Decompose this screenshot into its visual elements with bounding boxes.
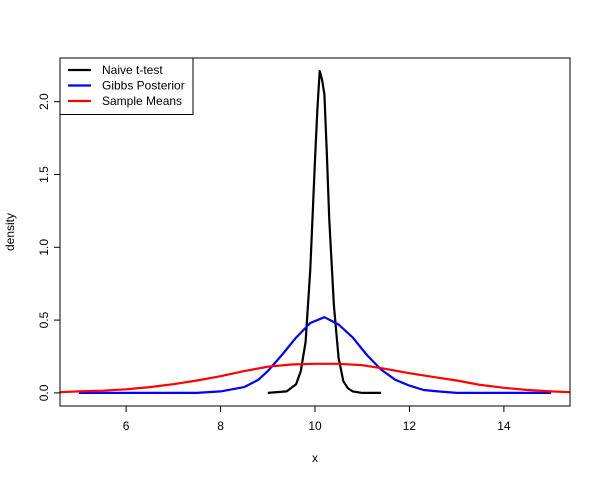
x-tick-label: 14 <box>497 419 511 433</box>
series-line-1 <box>78 316 552 394</box>
x-tick-label: 12 <box>403 419 417 433</box>
x-axis-label: x <box>312 451 318 465</box>
series-line-0 <box>267 69 382 394</box>
y-tick-label: 1.5 <box>37 166 51 183</box>
y-tick-label: 1.0 <box>37 239 51 256</box>
y-tick-label: 0.5 <box>37 311 51 328</box>
legend-label: Gibbs Posterior <box>102 79 185 93</box>
x-tick-label: 8 <box>217 419 224 433</box>
plot-area <box>60 69 570 394</box>
series-line-2 <box>60 362 570 394</box>
legend-label: Sample Means <box>102 94 182 108</box>
y-tick-label: 2.0 <box>37 93 51 110</box>
x-tick-label: 6 <box>123 419 130 433</box>
y-tick-label: 0.0 <box>37 384 51 401</box>
x-tick-label: 10 <box>308 419 322 433</box>
legend-label: Naive t-test <box>102 63 163 77</box>
axes: 6 8 10 12 14 0.0 0.5 1.0 1.5 2.0 <box>37 57 571 433</box>
y-axis-label: density <box>3 213 17 251</box>
